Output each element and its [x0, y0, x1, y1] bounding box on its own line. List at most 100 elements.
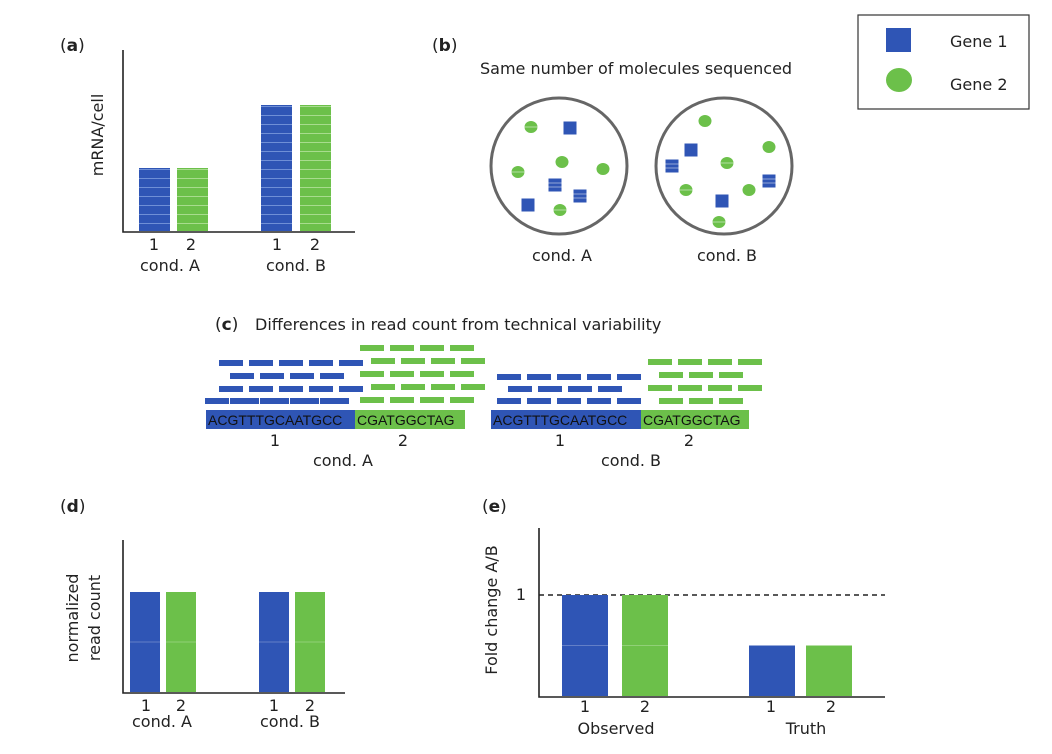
panel-c-read-gene2-cond-b — [689, 372, 713, 378]
panel-d-bar-1-0 — [130, 592, 160, 692]
panel-c-read-gene1-cond-a — [290, 373, 314, 379]
panel-c-read-gene2-cond-b — [738, 359, 762, 365]
panel-b-circle-cond-b — [654, 96, 794, 236]
gene2-circle-icon — [762, 141, 776, 153]
panel-c-read-gene2-cond-a — [420, 345, 444, 351]
gene1-square-icon — [684, 143, 698, 157]
panel-e-group-observed: Observed — [578, 719, 655, 738]
panel-b-label-cond-b: cond. B — [697, 246, 757, 265]
panel-c-read-gene2-cond-a — [371, 384, 395, 390]
legend: Gene 1 Gene 2 — [857, 14, 1030, 110]
gene1-square-icon — [563, 121, 577, 135]
panel-c-read-gene2-cond-a — [450, 371, 474, 377]
panel-e-ref-tick: 1 — [516, 585, 526, 604]
panel-a-ylabel: mRNA/cell — [88, 94, 107, 177]
panel-c-seq2-bar-cond-a — [355, 410, 465, 429]
panel-c-seq1-bar-cond-a — [206, 410, 355, 429]
panel-c-read-gene1-cond-a — [279, 360, 303, 366]
gene1-square-icon — [548, 178, 562, 192]
panel-c-read-gene2-cond-a — [420, 397, 444, 403]
panel-e-bar-1-1 — [749, 645, 795, 696]
panel-b-circle-cond-a — [489, 96, 629, 236]
panel-c-seq1-cond-a: ACGTTTGCAATGCC — [208, 412, 342, 428]
panel-a-bar-2-1 — [300, 105, 331, 231]
panel-c-read-gene1-cond-a — [235, 398, 259, 404]
panel-c-read-gene1-cond-a — [339, 386, 363, 392]
legend-gene2-label: Gene 2 — [950, 75, 1008, 94]
panel-c-read-gene2-cond-a — [431, 358, 455, 364]
panel-c-read-gene2-cond-b — [738, 385, 762, 391]
panel-c-seq2-bar-cond-b — [641, 410, 749, 429]
panel-c-read-gene2-cond-a — [450, 397, 474, 403]
panel-b-title: Same number of molecules sequenced — [480, 59, 792, 78]
panel-a-gene-1-cond-b: 1 — [272, 235, 282, 254]
panel-c-read-gene1-cond-b — [617, 374, 641, 380]
gene1-square-icon — [573, 189, 587, 203]
panel-a-gene-2-cond-b: 2 — [310, 235, 320, 254]
panel-c-read-gene1-cond-b — [587, 374, 611, 380]
panel-e-ylabel: Fold change A/B — [482, 545, 501, 674]
panel-c-tag: (c) — [215, 315, 238, 335]
panel-b-label-cond-a: cond. A — [532, 246, 592, 265]
panel-c-read-gene1-cond-a — [260, 373, 284, 379]
panel-c-read-gene2-cond-a — [450, 345, 474, 351]
panel-d-bar-1-1 — [259, 592, 289, 692]
panel-d-ylabel-line2: read count — [85, 575, 104, 661]
panel-c-read-gene1-cond-b — [568, 386, 592, 392]
panel-c-read-gene1-cond-a — [205, 398, 229, 404]
panel-b-tag: (b) — [432, 36, 457, 56]
panel-c-read-gene1-cond-a — [219, 386, 243, 392]
panel-c-read-gene1-cond-b — [598, 386, 622, 392]
panel-c-read-gene1-cond-a — [265, 398, 289, 404]
panel-c-title: Differences in read count from technical… — [255, 315, 661, 334]
panel-d-gene-1-cond-b: 1 — [269, 696, 279, 715]
legend-box — [857, 14, 1030, 110]
panel-a-axes — [122, 50, 355, 233]
panel-a-group-cond-b: cond. B — [266, 256, 326, 275]
panel-c-read-gene2-cond-b — [708, 359, 732, 365]
panel-c-read-gene2-cond-a — [371, 358, 395, 364]
panel-c-read-gene1-cond-a — [219, 360, 243, 366]
panel-e-tag: (e) — [482, 497, 507, 517]
panel-d-gene-2-cond-a: 2 — [176, 696, 186, 715]
legend-gene1-square-icon — [886, 28, 911, 52]
panel-a-gene-2-cond-a: 2 — [186, 235, 196, 254]
panel-c-read-gene2-cond-a — [461, 358, 485, 364]
panel-a-tag: (a) — [60, 36, 85, 56]
panel-c-read-gene2-cond-a — [431, 384, 455, 390]
panel-e-gene-1-truth: 1 — [766, 697, 776, 716]
panel-c-read-gene2-cond-b — [659, 372, 683, 378]
panel-d: (d) normalized read count 1 2 cond. A 1 … — [60, 497, 345, 731]
panel-a-bar-1-0 — [139, 168, 170, 231]
panel-d-group-cond-b: cond. B — [260, 712, 320, 731]
panel-c-gene-2-cond-b: 2 — [684, 431, 694, 450]
gene1-square-icon — [521, 198, 535, 212]
panel-e-axes — [538, 528, 885, 698]
gene2-circle-icon — [596, 163, 610, 175]
panel-c-read-gene2-cond-b — [648, 385, 672, 391]
panel-a-gene-1-cond-a: 1 — [149, 235, 159, 254]
panel-c-read-gene1-cond-b — [527, 374, 551, 380]
panel-c-read-gene1-cond-a — [249, 386, 273, 392]
panel-d-bar-2-0 — [166, 592, 196, 692]
panel-c-seq1-bar-cond-b — [491, 410, 641, 429]
panel-c-read-gene1-cond-a — [309, 386, 333, 392]
panel-a-bar-2-0 — [177, 168, 208, 231]
panel-c-read-gene1-cond-b — [587, 398, 611, 404]
panel-e-bar-2-0 — [622, 595, 668, 696]
panel-c-read-gene1-cond-b — [497, 398, 521, 404]
panel-c-read-gene1-cond-a — [230, 373, 254, 379]
legend-gene2-circle-icon — [886, 68, 912, 92]
panel-c-read-gene1-cond-a — [279, 386, 303, 392]
panel-c-read-gene2-cond-a — [401, 384, 425, 390]
gene1-square-icon — [762, 174, 776, 188]
panel-c-read-gene2-cond-b — [719, 372, 743, 378]
panel-c-read-gene1-cond-a — [249, 360, 273, 366]
panel-d-ylabel-line1: normalized — [63, 574, 82, 663]
panel-c-read-gene1-cond-a — [309, 360, 333, 366]
panel-c-read-gene2-cond-b — [678, 359, 702, 365]
panel-c-seq1-cond-b: ACGTTTGCAATGCC — [493, 412, 627, 428]
panel-c-seq2-cond-b: CGATGGCTAG — [643, 412, 740, 428]
panel-c-read-gene1-cond-b — [508, 386, 532, 392]
panel-c-label-cond-a: cond. A — [313, 451, 373, 470]
